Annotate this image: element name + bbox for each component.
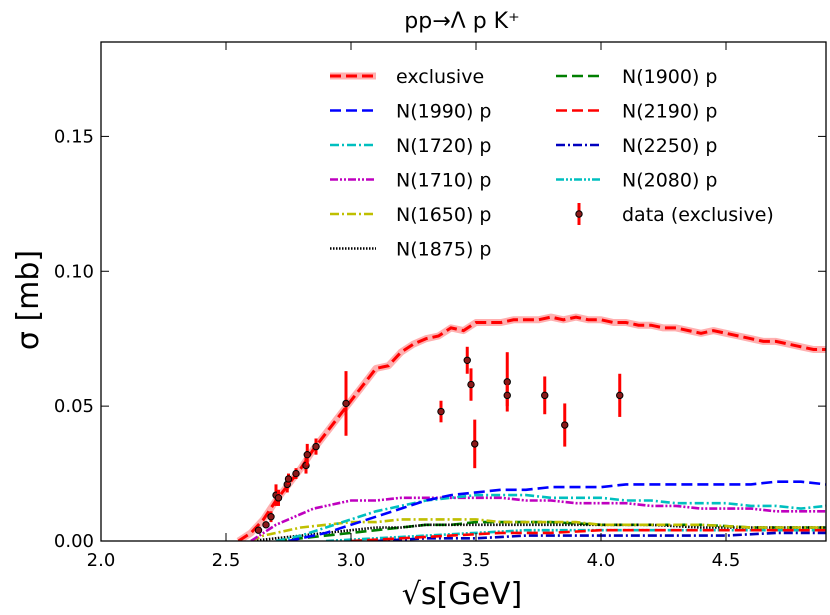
y-tick-label-3: 0.15 <box>54 126 94 147</box>
data-point-10 <box>312 442 320 451</box>
legend-item-n-2250-p: N(2250) p <box>556 135 718 157</box>
legend-label-n-1710-p: N(1710) p <box>396 170 492 192</box>
legend-label-n-1990-p: N(1990) p <box>396 101 492 123</box>
legend-label-n-2250-p: N(2250) p <box>622 135 718 157</box>
legend-item-n-2080-p: N(2080) p <box>556 170 718 192</box>
legend-label-n-2190-p: N(2190) p <box>622 101 718 123</box>
data-point-15 <box>471 440 479 448</box>
plot-frame <box>100 41 827 542</box>
legend-item-data-exclusive: data (exclusive) <box>575 203 774 226</box>
series-line-n-1650-p <box>250 518 826 541</box>
series-group <box>236 313 826 541</box>
data-point-16 <box>503 378 511 386</box>
data-point-7 <box>292 469 300 478</box>
legend-item-n-2190-p: N(2190) p <box>556 101 718 123</box>
x-tick-label-4: 4.0 <box>587 550 616 571</box>
series-line-n-1990-p <box>288 480 826 541</box>
legend-label-data-exclusive: data (exclusive) <box>622 204 774 226</box>
legend-item-n-1710-p: N(1710) p <box>330 170 492 192</box>
data-point-13 <box>463 356 471 364</box>
legend-label-n-1900-p: N(1900) p <box>622 66 718 88</box>
data-point-1 <box>262 521 270 529</box>
x-axis-label: √s[GeV] <box>402 577 522 612</box>
legend-swatch-marker <box>575 210 583 218</box>
series-line-n-1710-p <box>250 496 826 541</box>
legend-label-n-2080-p: N(2080) p <box>622 170 718 192</box>
data-point-14 <box>467 380 475 389</box>
y-tick-label-1: 0.05 <box>54 396 94 417</box>
y-axis-label: σ [mb] <box>11 250 46 350</box>
legend-item-n-1720-p: N(1720) p <box>330 135 492 157</box>
data-point-19 <box>561 421 569 429</box>
y-tick-label-2: 0.10 <box>54 261 94 282</box>
data-point-11 <box>342 399 350 408</box>
x-tick-label-2: 3.0 <box>337 550 366 571</box>
legend-label-n-1875-p: N(1875) p <box>396 239 492 261</box>
data-point-6 <box>284 475 293 483</box>
plot-area <box>236 313 826 541</box>
data-point-12 <box>437 407 445 416</box>
series-line-n-1720-p <box>275 493 826 541</box>
data-point-0 <box>254 526 263 534</box>
legend: exclusive N(1990) p N(1720) p N(1710) p N(16… <box>330 66 774 261</box>
series-line-n-1900-p <box>275 520 826 541</box>
data-point-4 <box>274 494 283 502</box>
axes: 2.0 2.5 3.0 3.5 4.0 4.5 0.00 0.05 0.10 0.15 <box>54 42 826 571</box>
legend-item-n-1990-p: N(1990) p <box>330 101 492 123</box>
data-point-20 <box>616 391 624 400</box>
legend-item-n-1875-p: N(1875) p <box>330 239 492 261</box>
data-point-9 <box>303 450 311 459</box>
series-line-n-1875-p <box>250 523 826 541</box>
data-point-18 <box>541 391 549 400</box>
legend-label-n-1650-p: N(1650) p <box>396 204 492 226</box>
legend-item-n-1900-p: N(1900) p <box>556 66 718 88</box>
data-point-17 <box>503 391 511 400</box>
legend-item-exclusive: exclusive <box>330 66 484 88</box>
x-tick-label-3: 3.5 <box>462 550 491 571</box>
x-tick-label-0: 2.0 <box>87 550 116 571</box>
legend-label-exclusive: exclusive <box>396 66 484 88</box>
x-tick-label-5: 4.5 <box>712 550 741 571</box>
y-tick-label-0: 0.00 <box>54 531 94 552</box>
series-line-n-2190-p <box>350 528 826 541</box>
series-line-exclusive <box>237 315 826 541</box>
x-tick-label-1: 2.5 <box>212 550 241 571</box>
legend-item-n-1650-p: N(1650) p <box>330 204 492 226</box>
legend-label-n-1720-p: N(1720) p <box>396 135 492 157</box>
data-point-2 <box>267 513 275 521</box>
chart-title: pp→Λ p K⁺ <box>404 9 519 34</box>
